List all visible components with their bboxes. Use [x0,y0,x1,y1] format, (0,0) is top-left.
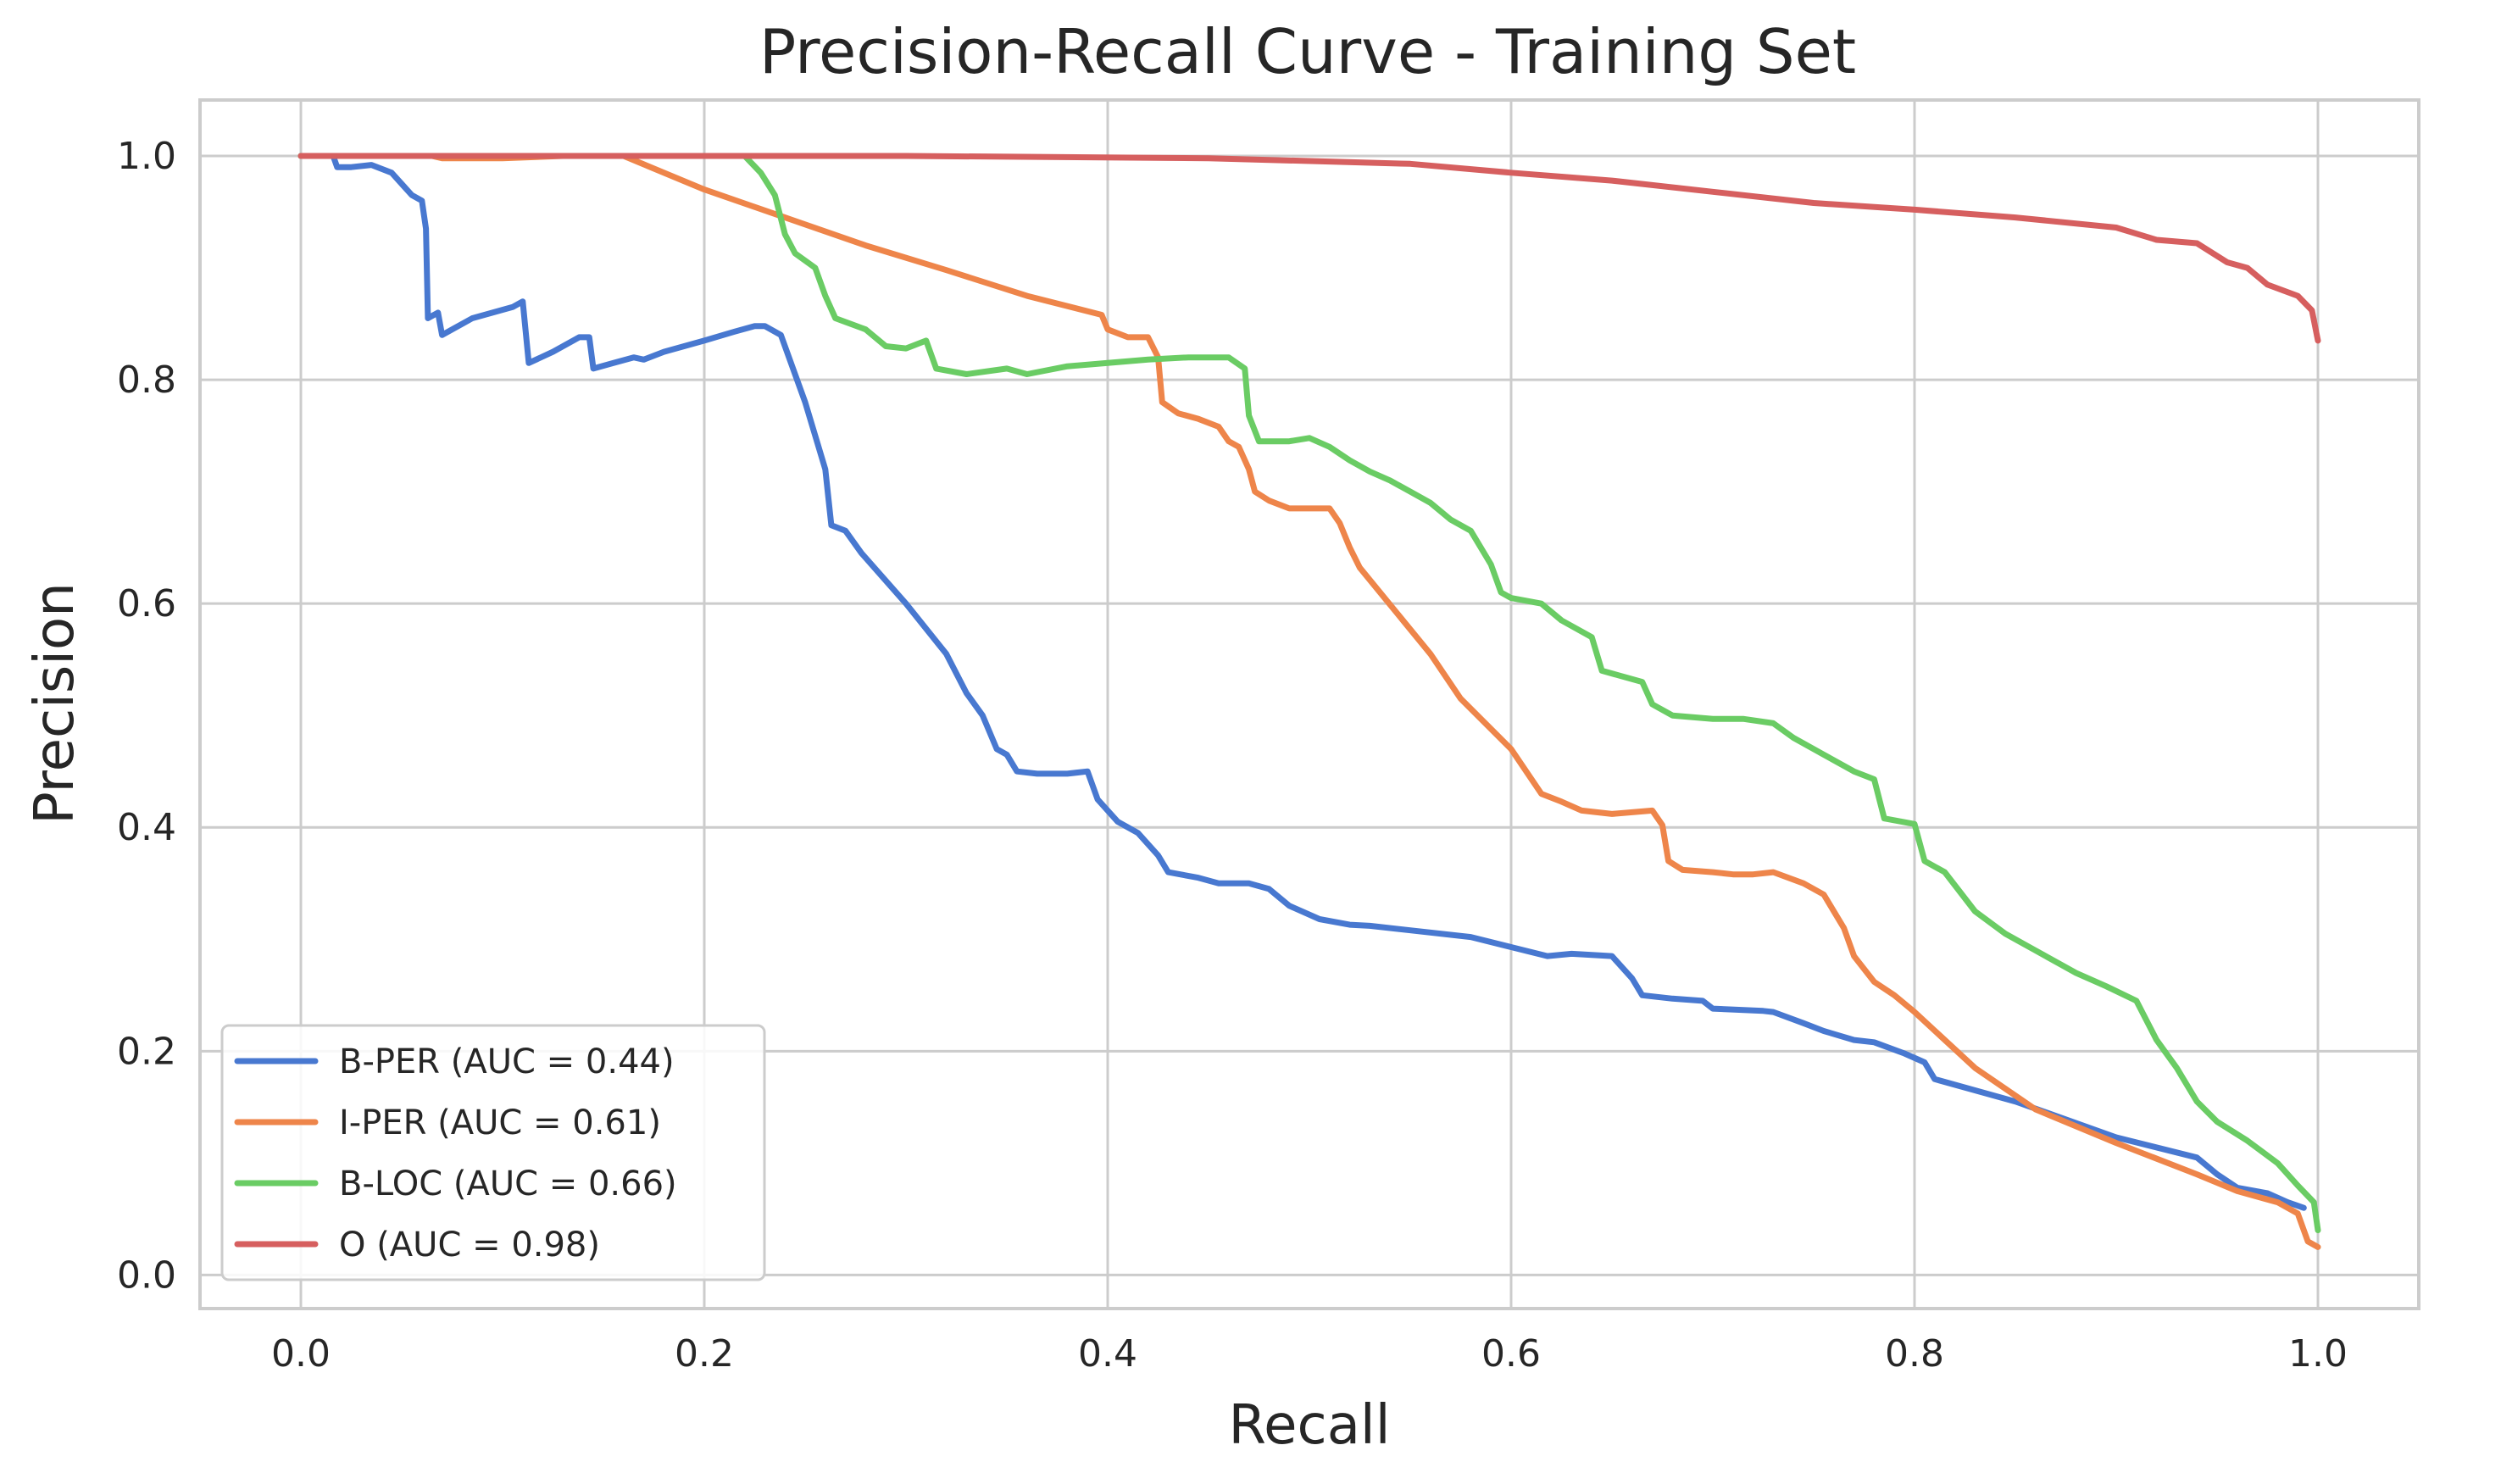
legend-label: O (AUC = 0.98) [339,1226,600,1264]
y-axis-ticks: 0.0 0.2 0.4 0.6 0.8 1.0 [117,135,176,1297]
y-tick-label: 0.0 [117,1253,176,1297]
series-line-2 [297,153,2321,1234]
x-tick-label: 0.0 [271,1332,331,1376]
legend-label: B-LOC (AUC = 0.66) [339,1164,677,1203]
y-tick-label: 0.4 [117,806,176,849]
x-tick-label: 0.4 [1078,1332,1137,1376]
series-layer [297,153,2321,1250]
legend-label: B-PER (AUC = 0.44) [339,1042,675,1081]
plot-frame [198,98,2420,1310]
series-line-3 [297,153,2321,344]
legend-label: I-PER (AUC = 0.61) [339,1103,661,1142]
y-axis-label: Precision [24,582,86,825]
x-tick-label: 0.2 [675,1332,734,1376]
y-tick-label: 1.0 [117,135,176,178]
x-tick-label: 0.8 [1885,1332,1944,1376]
legend-box [220,1024,766,1281]
series-line-1 [297,153,2321,1250]
y-tick-label: 0.6 [117,582,176,625]
x-axis-label: Recall [1229,1394,1391,1457]
series-line-0 [297,153,2307,1211]
x-tick-label: 0.6 [1481,1332,1541,1376]
chart-title: Precision-Recall Curve - Training Set [759,16,1856,87]
x-axis-ticks: 0.0 0.2 0.4 0.6 0.8 1.0 [271,1332,2348,1376]
x-tick-label: 1.0 [2288,1332,2348,1376]
legend: B-PER (AUC = 0.44) I-PER (AUC = 0.61) B-LO… [220,1024,766,1281]
y-tick-label: 0.8 [117,358,176,402]
y-tick-label: 0.2 [117,1030,176,1073]
